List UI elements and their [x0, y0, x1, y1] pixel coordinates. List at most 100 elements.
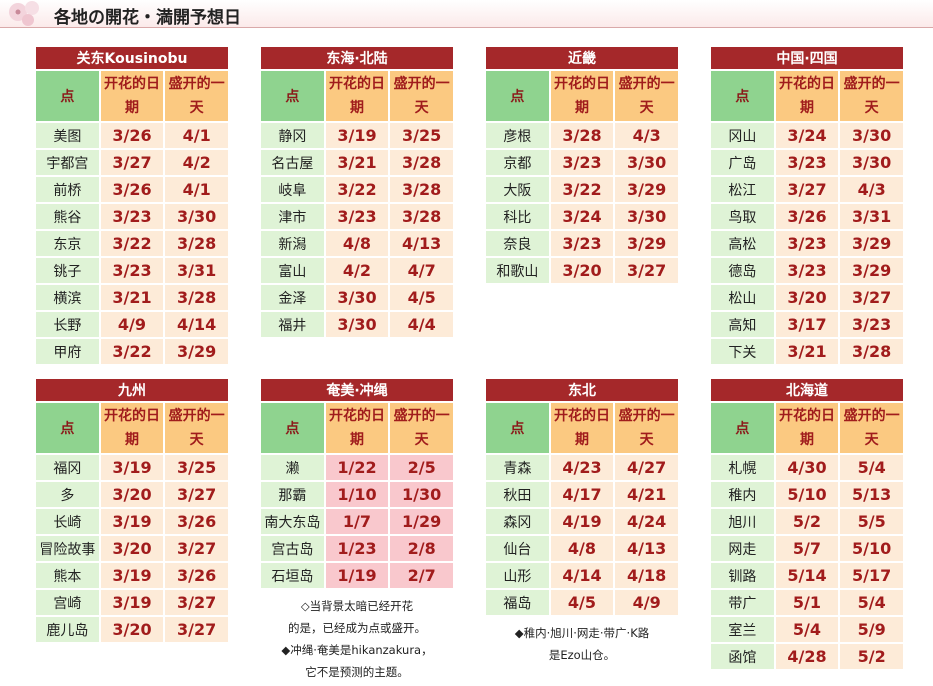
- date-cell: 3/27: [99, 149, 165, 176]
- place-cell: 松江: [710, 176, 775, 203]
- data-row: 大阪 3/22 3/29: [485, 176, 679, 203]
- date-cell: 3/31: [164, 257, 229, 284]
- date-cell: 3/28: [549, 122, 615, 149]
- date-cell: 5/10: [839, 535, 904, 562]
- place-cell: 秋田: [485, 481, 550, 508]
- date-cell: 3/23: [549, 230, 615, 257]
- data-row: 铫子 3/23 3/31: [35, 257, 229, 284]
- date-cell: 3/29: [164, 338, 229, 365]
- data-row: 山形 4/14 4/18: [485, 562, 679, 589]
- place-cell: 横滨: [35, 284, 100, 311]
- data-row: 富山 4/2 4/7: [260, 257, 454, 284]
- data-row: 广岛 3/23 3/30: [710, 149, 904, 176]
- date-cell: 3/19: [99, 508, 165, 535]
- place-cell: 广岛: [710, 149, 775, 176]
- date-cell: 5/1: [774, 589, 840, 616]
- date-cell: 4/23: [549, 454, 615, 481]
- column-header-row: 点开花的日期 盛开的一天: [260, 402, 454, 454]
- place-cell: 石垣岛: [260, 562, 325, 589]
- date-cell: 3/24: [774, 122, 840, 149]
- data-row: 带广 5/1 5/4: [710, 589, 904, 616]
- place-cell: 静冈: [260, 122, 325, 149]
- notes: ◆稚内·旭川·网走·带广·K路 是Ezo山仓。: [485, 622, 679, 666]
- column-header: 盛开的一天: [614, 402, 679, 454]
- note-line: ◆稚内·旭川·网走·带广·K路: [514, 626, 650, 640]
- column-header: 开花的日期: [324, 70, 390, 122]
- date-cell: 3/21: [324, 149, 390, 176]
- data-row: 松山 3/20 3/27: [710, 284, 904, 311]
- place-cell: 松山: [710, 284, 775, 311]
- place-cell: 前桥: [35, 176, 100, 203]
- date-cell: 3/20: [549, 257, 615, 284]
- data-row: 冒险故事 3/20 3/27: [35, 535, 229, 562]
- place-cell: 宫崎: [35, 589, 100, 616]
- date-cell: 3/30: [839, 149, 904, 176]
- date-cell: 3/20: [99, 616, 165, 643]
- column-header: 点: [260, 402, 325, 454]
- note-line: ◆冲绳·奄美是hikanzakura，: [281, 643, 433, 657]
- forecast-table: 中国·四国点开花的日期 盛开的一天 冈山 3/24 3/30 广岛 3/23 3/30 松江 3/…: [710, 46, 904, 365]
- date-cell: 5/2: [774, 508, 840, 535]
- place-cell: 甲府: [35, 338, 100, 365]
- date-cell: 3/20: [774, 284, 840, 311]
- date-cell: 4/8: [324, 230, 390, 257]
- place-cell: 福冈: [35, 454, 100, 481]
- data-row: 熊本 3/19 3/26: [35, 562, 229, 589]
- title-row: 东海·北陆: [260, 46, 454, 70]
- date-cell: 3/21: [99, 284, 165, 311]
- forecast-table: 九州点开花的日期 盛开的一天 福冈 3/19 3/25 多 3/20 3/27 长崎 3/19 3/…: [35, 378, 229, 643]
- region-table: 近畿点开花的日期 盛开的一天 彦根 3/28 4/3 京都 3/23 3/30 大阪 3/22 3/…: [485, 46, 679, 284]
- column-header-row: 点开花的日期 盛开的一天: [35, 402, 229, 454]
- date-cell: 3/19: [99, 454, 165, 481]
- date-cell: 5/2: [839, 643, 904, 670]
- date-cell: 4/21: [614, 481, 679, 508]
- date-cell: 4/28: [774, 643, 840, 670]
- date-cell: 3/28: [389, 203, 454, 230]
- title-row: 奄美·冲绳: [260, 378, 454, 402]
- column-header: 点: [710, 402, 775, 454]
- date-cell: 3/27: [839, 284, 904, 311]
- date-cell: 2/8: [389, 535, 454, 562]
- data-row: 网走 5/7 5/10: [710, 535, 904, 562]
- data-row: 松江 3/27 4/3: [710, 176, 904, 203]
- region-table: 中国·四国点开花的日期 盛开的一天 冈山 3/24 3/30 广岛 3/23 3/30 松江 3/…: [710, 46, 904, 365]
- date-cell: 3/30: [164, 203, 229, 230]
- date-cell: 3/23: [549, 149, 615, 176]
- place-cell: 富山: [260, 257, 325, 284]
- date-cell: 4/7: [389, 257, 454, 284]
- date-cell: 3/29: [614, 176, 679, 203]
- note-line: ◇当背景太暗已经开花: [300, 599, 414, 613]
- region-name: 中国·四国: [710, 46, 904, 70]
- region-name: 北海道: [710, 378, 904, 402]
- region-table: 奄美·冲绳点开花的日期 盛开的一天濑 1/22 2/5 那霸 1/10 1/30 南大东岛 1/…: [260, 378, 454, 683]
- data-row: 宫崎 3/19 3/27: [35, 589, 229, 616]
- note-line: 是Ezo山仓。: [548, 648, 616, 662]
- date-cell: 4/8: [549, 535, 615, 562]
- region-table: 东海·北陆点开花的日期 盛开的一天 静冈 3/19 3/25 名古屋 3/21 3/28 岐阜 3…: [260, 46, 454, 338]
- date-cell: 3/23: [774, 257, 840, 284]
- place-cell: 美图: [35, 122, 100, 149]
- data-row: 高松 3/23 3/29: [710, 230, 904, 257]
- place-cell: 旭川: [710, 508, 775, 535]
- data-row: 福井 3/30 4/4: [260, 311, 454, 338]
- place-cell: 福岛: [485, 589, 550, 616]
- column-header: 盛开的一天: [164, 70, 229, 122]
- column-header-row: 点开花的日期 盛开的一天: [710, 402, 904, 454]
- place-cell: 高知: [710, 311, 775, 338]
- data-row: 长崎 3/19 3/26: [35, 508, 229, 535]
- place-cell: 熊谷: [35, 203, 100, 230]
- place-cell: 高松: [710, 230, 775, 257]
- place-cell: 室兰: [710, 616, 775, 643]
- column-header: 点: [710, 70, 775, 122]
- date-cell: 3/28: [164, 284, 229, 311]
- data-row: 名古屋 3/21 3/28: [260, 149, 454, 176]
- place-cell: 金泽: [260, 284, 325, 311]
- date-cell: 3/26: [164, 562, 229, 589]
- place-cell: 东京: [35, 230, 100, 257]
- column-header: 开花的日期: [99, 402, 165, 454]
- date-cell: 3/22: [324, 176, 390, 203]
- data-row: 横滨 3/21 3/28: [35, 284, 229, 311]
- column-header: 盛开的一天: [389, 402, 454, 454]
